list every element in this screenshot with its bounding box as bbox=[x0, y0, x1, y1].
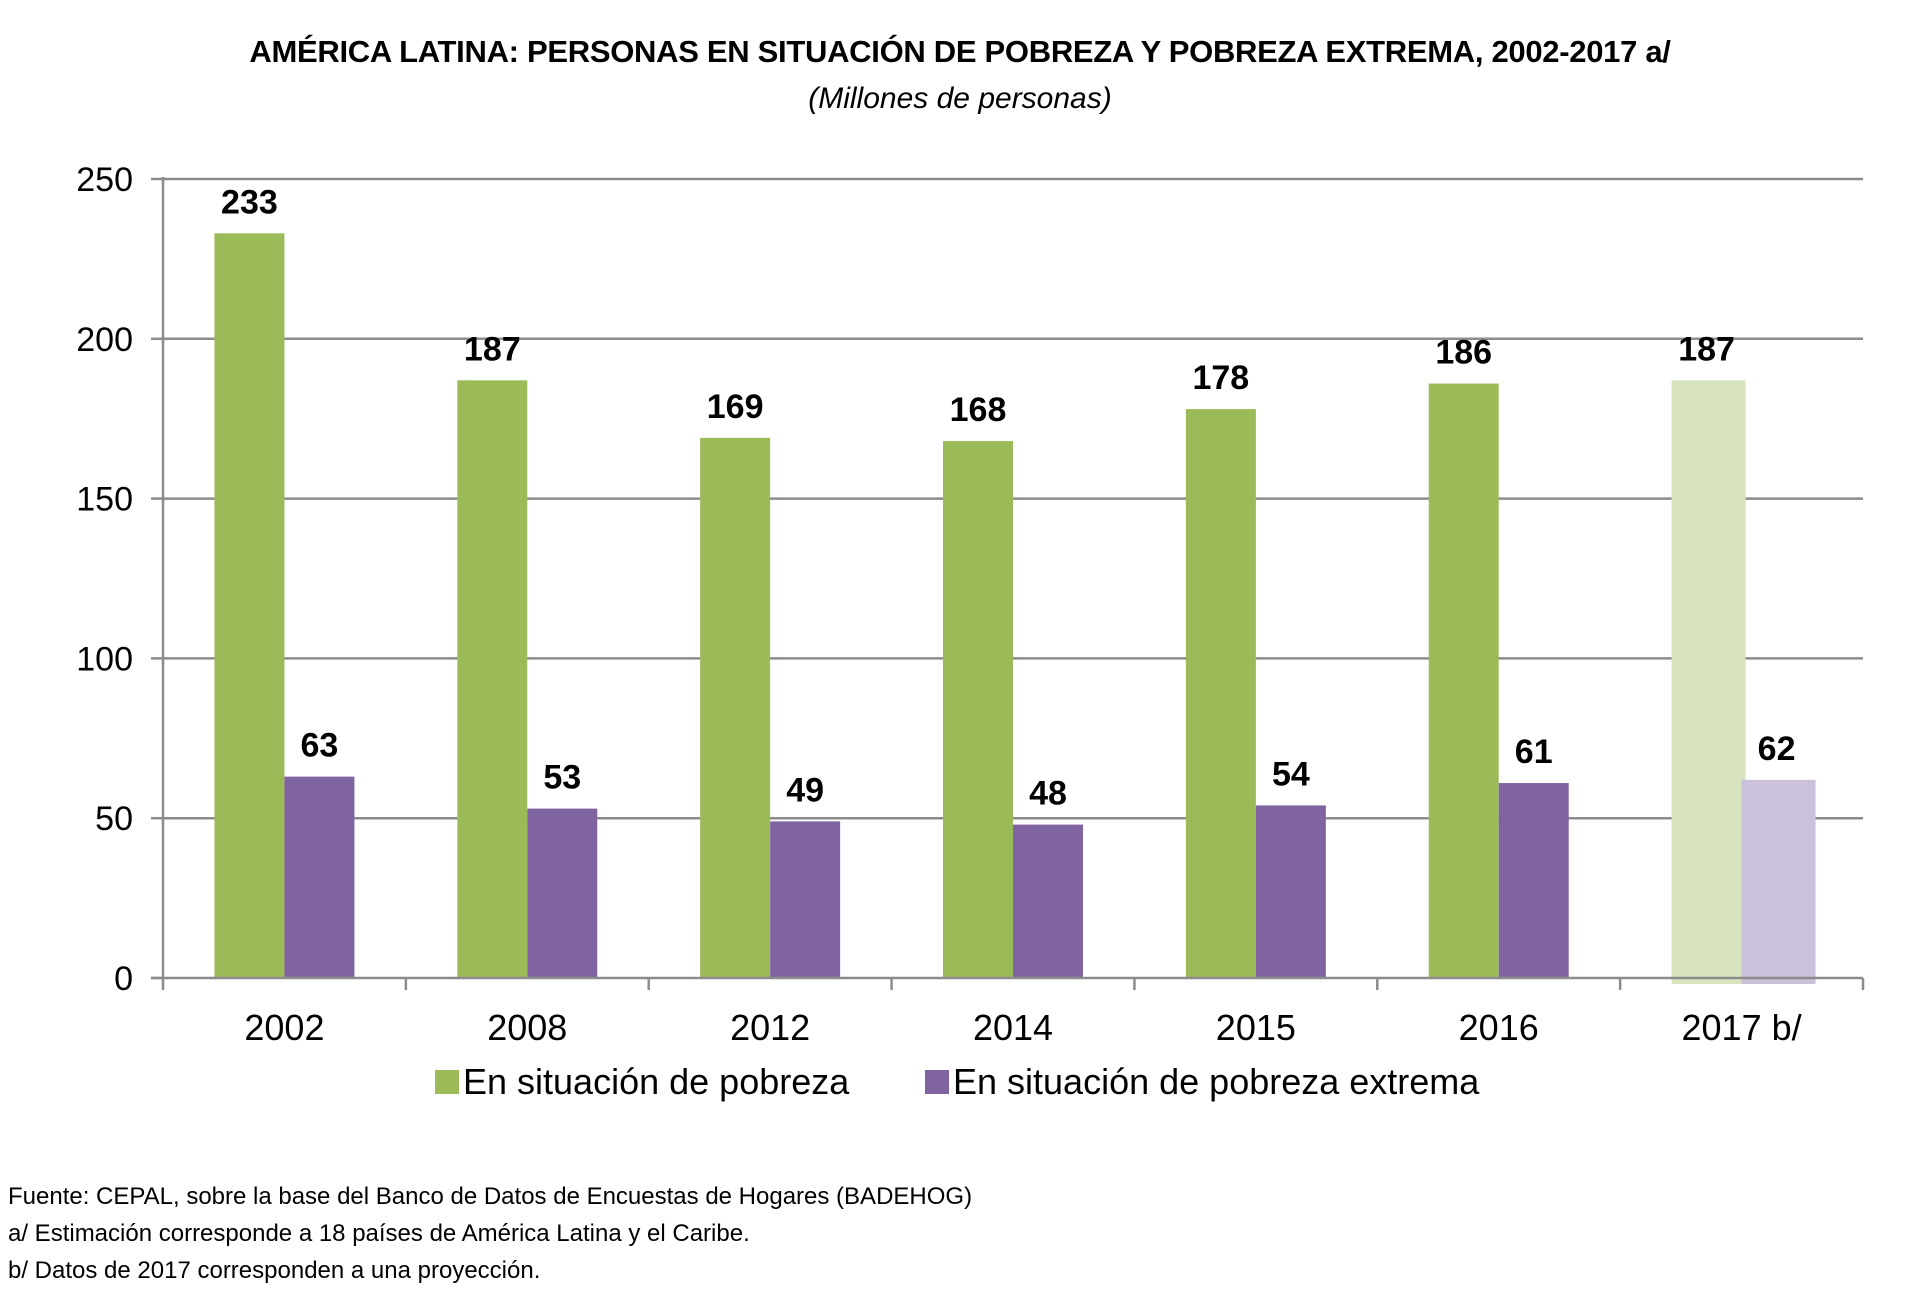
y-tick-label: 200 bbox=[76, 321, 133, 359]
bar-pobreza-extrema-2016 bbox=[1498, 783, 1569, 978]
data-label: 187 bbox=[464, 330, 521, 368]
bar-pobreza-2008 bbox=[457, 380, 528, 978]
x-tick-label: 2012 bbox=[730, 1007, 810, 1048]
x-tick-label: 2002 bbox=[244, 1007, 324, 1048]
x-tick-label: 2008 bbox=[487, 1007, 567, 1048]
legend-swatch-pobreza bbox=[435, 1070, 459, 1094]
y-axis-tick-labels: 0 50 100 150 200 250 bbox=[76, 161, 133, 998]
data-label: 169 bbox=[707, 388, 764, 426]
x-tick-label: 2015 bbox=[1216, 1007, 1296, 1048]
data-labels: 233 63 187 53 169 49 168 48 178 54 186 61 187 62 bbox=[221, 183, 1795, 812]
data-label: 53 bbox=[543, 759, 581, 797]
bar-pobreza-extrema-2008 bbox=[527, 808, 598, 978]
legend-label-pobreza: En situación de pobreza bbox=[463, 1061, 850, 1102]
bar-pobreza-extrema-2012 bbox=[770, 821, 841, 978]
bar-pobreza-extrema-2015 bbox=[1255, 805, 1326, 978]
bar-pobreza-2012 bbox=[700, 437, 771, 979]
legend: En situación de pobreza En situación de p… bbox=[435, 1061, 1480, 1102]
bar-pobreza-2015 bbox=[1185, 409, 1256, 978]
y-tick-label: 250 bbox=[76, 161, 133, 199]
data-label: 187 bbox=[1678, 330, 1735, 368]
data-label: 233 bbox=[221, 183, 278, 221]
data-label: 54 bbox=[1272, 755, 1310, 793]
bars bbox=[214, 233, 1816, 984]
x-tick-label: 2016 bbox=[1459, 1007, 1539, 1048]
chart-subtitle: (Millones de personas) bbox=[808, 82, 1112, 115]
y-tick-label: 100 bbox=[76, 640, 133, 678]
bar-pobreza-2017b bbox=[1671, 380, 1746, 984]
data-label: 62 bbox=[1758, 730, 1796, 768]
data-label: 48 bbox=[1029, 775, 1067, 813]
x-tick-label: 2017 b/ bbox=[1682, 1007, 1802, 1048]
data-label: 49 bbox=[786, 771, 824, 809]
legend-label-pobreza-extrema: En situación de pobreza extrema bbox=[953, 1061, 1480, 1102]
data-label: 178 bbox=[1192, 359, 1249, 397]
chart-notes: Fuente: CEPAL, sobre la base del Banco d… bbox=[8, 1178, 972, 1289]
x-tick-label: 2014 bbox=[973, 1007, 1053, 1048]
y-tick-label: 0 bbox=[114, 960, 133, 998]
footnote-a: a/ Estimación corresponde a 18 países de… bbox=[8, 1220, 750, 1247]
bar-pobreza-2002 bbox=[214, 233, 285, 978]
source-note: Fuente: CEPAL, sobre la base del Banco d… bbox=[8, 1183, 973, 1210]
legend-swatch-pobreza-extrema bbox=[925, 1070, 949, 1094]
bar-pobreza-extrema-2002 bbox=[284, 776, 355, 978]
bar-pobreza-extrema-2014 bbox=[1013, 824, 1083, 978]
bar-pobreza-2016 bbox=[1428, 383, 1499, 978]
data-label: 63 bbox=[301, 727, 339, 765]
bar-pobreza-extrema-2017b bbox=[1741, 779, 1816, 984]
axes bbox=[151, 177, 1865, 990]
bar-chart: 0 50 100 150 200 250 2002 2008 2012 2014 2015 2016… bbox=[76, 161, 1865, 1102]
x-axis-tick-labels: 2002 2008 2012 2014 2015 2016 2017 b/ bbox=[244, 1007, 1801, 1048]
data-label: 186 bbox=[1435, 334, 1492, 372]
bar-pobreza-2014 bbox=[943, 441, 1013, 978]
y-tick-label: 50 bbox=[95, 800, 133, 838]
data-label: 61 bbox=[1515, 733, 1553, 771]
chart-title: AMÉRICA LATINA: PERSONAS EN SITUACIÓN DE… bbox=[249, 34, 1671, 69]
footnote-b: b/ Datos de 2017 corresponden a una proy… bbox=[8, 1257, 541, 1284]
data-label: 168 bbox=[950, 391, 1007, 429]
y-tick-label: 150 bbox=[76, 481, 133, 519]
